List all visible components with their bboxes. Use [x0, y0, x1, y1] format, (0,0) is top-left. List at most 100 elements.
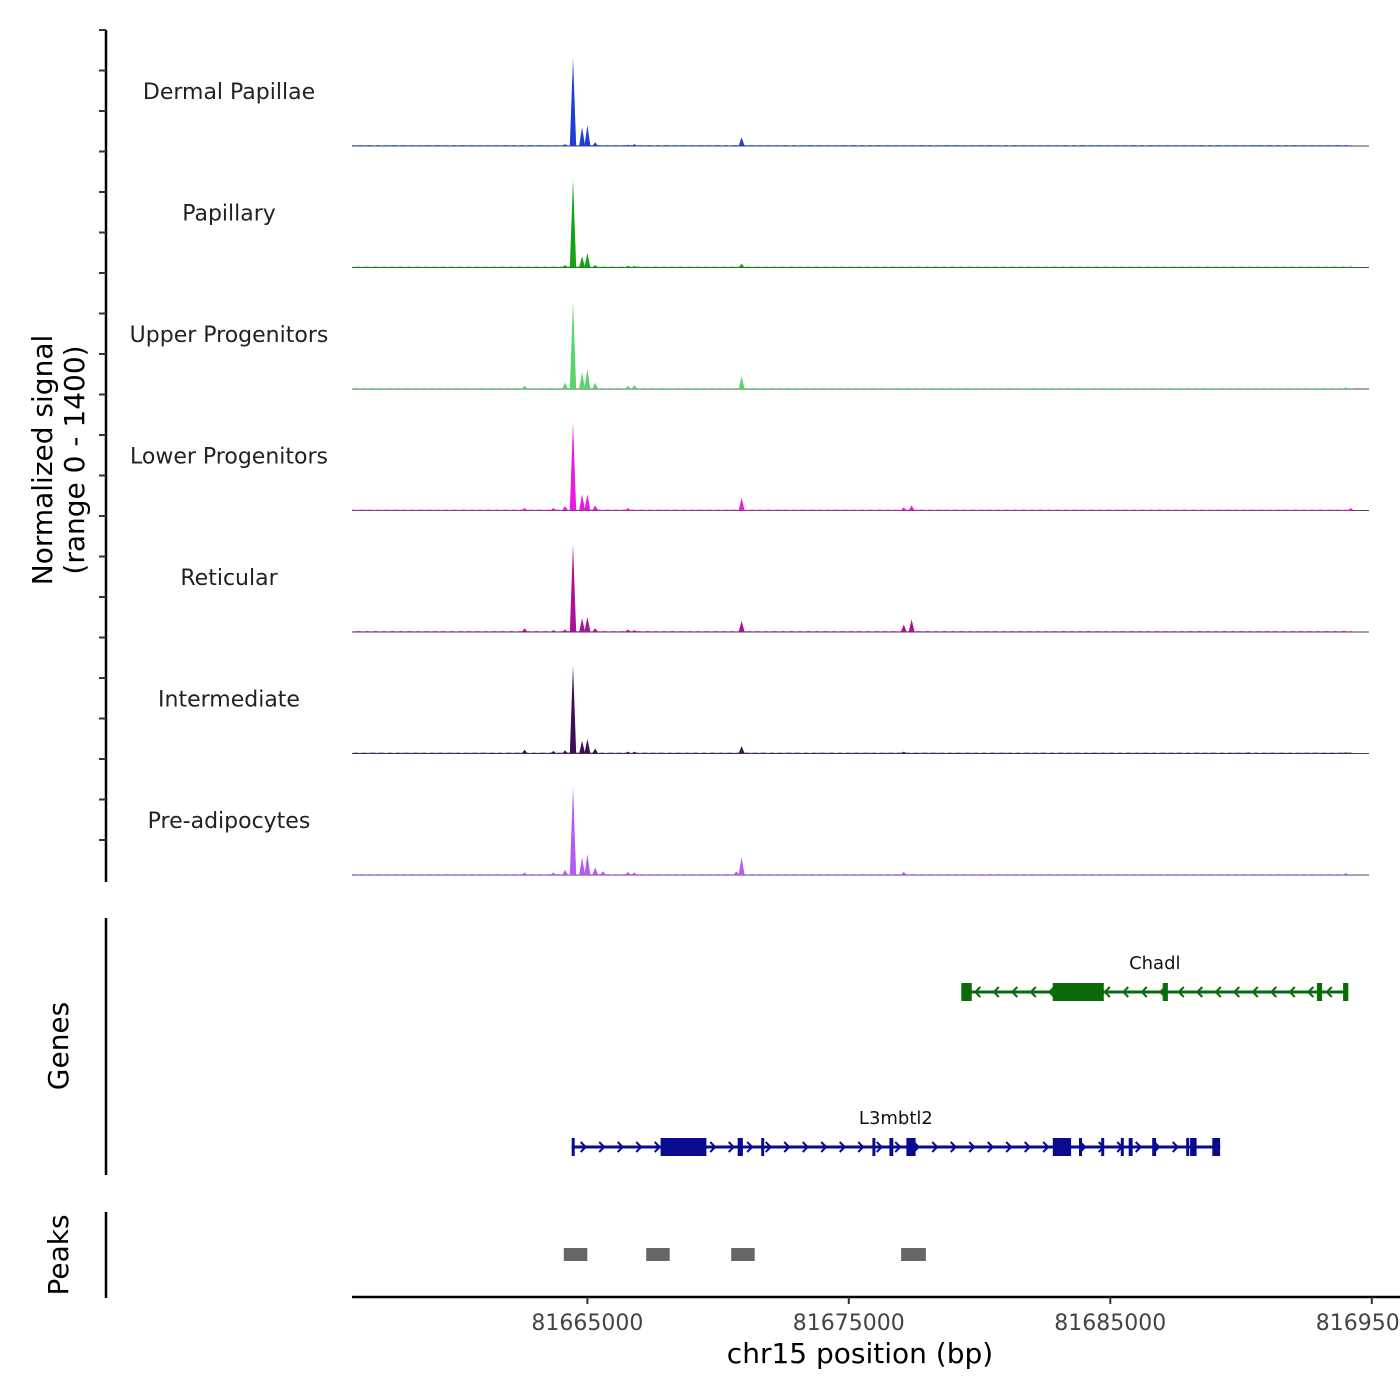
- signal-background: [352, 631, 1354, 632]
- strand-arrow: [709, 1141, 717, 1153]
- strand-arrow: [1103, 986, 1111, 998]
- strand-arrow: [1251, 986, 1259, 998]
- signal-peak: [624, 144, 631, 146]
- coverage-axis-ticks: [99, 29, 106, 841]
- y-axis-title: Normalized signal (range 0 - 1400): [26, 335, 91, 586]
- coverage-track: Intermediate: [158, 665, 1369, 754]
- gene-exon: [889, 1138, 894, 1156]
- signal-peak: [900, 751, 907, 754]
- gene-exon: [571, 1138, 575, 1156]
- x-tick-label: 81675000: [793, 1311, 905, 1336]
- track-label: Papillary: [182, 202, 276, 227]
- gene-exon: [1052, 983, 1104, 1001]
- strand-arrow: [1195, 986, 1204, 998]
- signal-peak: [521, 508, 528, 511]
- signal-peak: [569, 422, 577, 511]
- signal-peak: [631, 385, 638, 389]
- signal-peak: [569, 665, 577, 754]
- signal-peak: [1347, 508, 1354, 511]
- y-axis-title-line2: (range 0 - 1400): [58, 345, 91, 574]
- signal-peak: [738, 376, 745, 389]
- strand-arrow: [857, 1141, 865, 1153]
- peak-track: [563, 1248, 926, 1261]
- signal-peak: [900, 507, 907, 511]
- peaks-panel-label: Peaks: [42, 1214, 75, 1295]
- signal-peak: [592, 867, 599, 875]
- signal-background: [352, 145, 1354, 146]
- signal-peak: [624, 629, 631, 632]
- strand-arrow: [1269, 986, 1278, 998]
- gene-exon: [872, 1138, 876, 1156]
- coverage-track: Dermal Papillae: [143, 58, 1369, 147]
- signal-peak: [624, 871, 631, 875]
- signal-peak: [579, 740, 586, 754]
- gene-exon: [906, 1138, 916, 1156]
- strand-arrow: [635, 1141, 643, 1153]
- strand-arrow: [986, 1141, 995, 1153]
- coverage-track: Papillary: [182, 179, 1369, 268]
- signal-peak: [521, 628, 528, 632]
- signal-peak: [550, 508, 557, 511]
- signal-peak: [738, 857, 745, 875]
- signal-peak: [900, 871, 907, 875]
- strand-arrow: [1232, 986, 1241, 998]
- signal-peak: [592, 265, 599, 268]
- signal-background: [352, 752, 1354, 754]
- signal-peak: [631, 144, 638, 146]
- signal-peak: [550, 872, 557, 875]
- gene-exon: [1120, 1138, 1124, 1156]
- signal-peak: [738, 263, 745, 268]
- signal-peak: [900, 624, 907, 632]
- strand-arrow: [579, 1141, 588, 1153]
- signal-peak: [521, 385, 528, 389]
- strand-arrow: [783, 1141, 791, 1153]
- signal-peak: [738, 620, 745, 632]
- signal-peak: [584, 253, 591, 268]
- gene-exon: [1162, 983, 1168, 1001]
- signal-peak: [562, 506, 569, 511]
- track-label: Upper Progenitors: [130, 323, 329, 348]
- signal-peak: [550, 630, 557, 632]
- x-axis-ticks: 81665000 81675000 81685000 81695000: [531, 1297, 1400, 1336]
- strand-arrow: [1134, 1141, 1143, 1153]
- strand-arrow: [1121, 986, 1130, 998]
- signal-peak: [738, 497, 745, 511]
- strand-arrow: [1306, 986, 1315, 998]
- coverage-track: Reticular: [180, 544, 1369, 633]
- signal-peak: [562, 382, 569, 389]
- gene-exon: [761, 1138, 765, 1156]
- signal-peak: [947, 145, 954, 146]
- signal-peak: [592, 748, 599, 754]
- gene-exon: [961, 983, 972, 1001]
- signal-peak: [584, 854, 591, 875]
- gene-label: L3mbtl2: [859, 1108, 933, 1129]
- peak-region: [646, 1248, 670, 1261]
- gene-exon: [1128, 1138, 1133, 1156]
- coverage-track: Upper Progenitors: [130, 301, 1369, 390]
- coverage-tracks: Dermal Papillae Papillary Upper Progenitor…: [130, 58, 1369, 876]
- strand-arrow: [949, 1141, 958, 1153]
- strand-arrow: [1010, 986, 1019, 998]
- gene-exon: [1190, 1138, 1197, 1156]
- signal-peak: [624, 508, 631, 511]
- signal-background: [352, 266, 1354, 268]
- signal-peak: [562, 870, 569, 875]
- signal-peak: [733, 871, 740, 875]
- gene-track: Chadl L3mbtl2: [571, 953, 1349, 1156]
- signal-peak: [624, 751, 631, 754]
- strand-arrow: [727, 1141, 736, 1153]
- signal-peak: [592, 382, 599, 389]
- signal-peak: [592, 505, 599, 511]
- signal-peak: [631, 751, 638, 754]
- strand-arrow: [598, 1141, 606, 1153]
- strand-arrow: [968, 1141, 976, 1153]
- signal-peak: [584, 616, 591, 632]
- gene-chadl: Chadl: [961, 953, 1349, 1001]
- signal-peak: [908, 619, 915, 632]
- strand-arrow: [1177, 986, 1185, 998]
- signal-background: [352, 388, 1354, 389]
- coverage-track: Lower Progenitors: [130, 422, 1369, 511]
- signal-peak: [592, 628, 599, 632]
- gene-exon: [1316, 983, 1323, 1001]
- strand-arrow: [894, 1141, 902, 1153]
